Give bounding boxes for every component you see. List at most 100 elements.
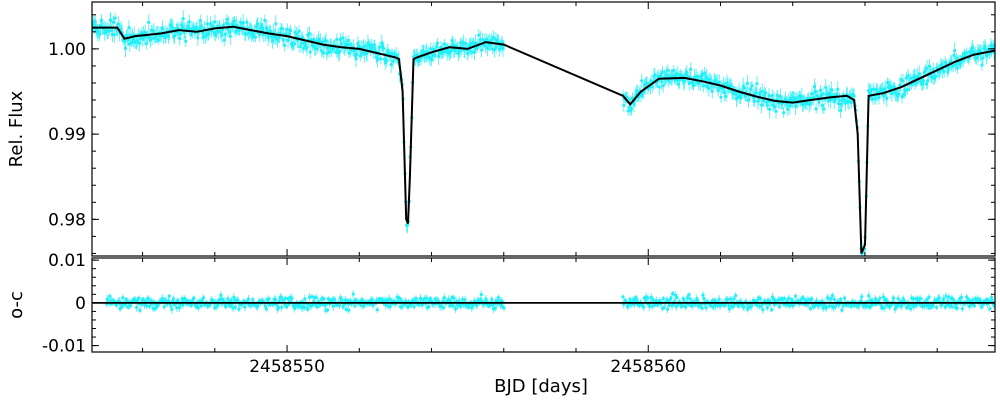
data-point: [642, 305, 646, 309]
data-point: [267, 297, 271, 301]
y-tick-label: 0.99: [48, 125, 86, 145]
data-point: [484, 297, 488, 301]
data-point: [934, 305, 939, 309]
data-point: [837, 98, 841, 102]
data-point: [955, 306, 959, 310]
data-point: [135, 305, 139, 310]
data-point: [146, 297, 151, 301]
data-point: [285, 27, 289, 31]
flux-panel: 0.98 0.99 1.00: [48, 1, 996, 257]
data-point: [787, 296, 791, 300]
data-point: [836, 87, 840, 91]
data-point: [776, 298, 781, 302]
data-point: [674, 305, 678, 309]
data-point: [685, 296, 689, 300]
data-point: [297, 29, 301, 33]
data-point: [449, 48, 453, 53]
data-point: [263, 18, 267, 22]
data-point: [171, 297, 176, 301]
y-tick-label: -0.01: [42, 337, 86, 357]
data-point: [144, 42, 148, 46]
data-point: [810, 297, 814, 301]
data-point: [477, 33, 481, 37]
data-point: [442, 295, 446, 300]
data-point: [228, 304, 232, 308]
data-point: [292, 42, 296, 46]
axis-labels: Rel. Flux o-c BJD [days]: [6, 90, 588, 397]
data-point: [767, 93, 771, 98]
data-point: [288, 29, 293, 33]
data-point: [622, 103, 626, 107]
data-point: [813, 90, 818, 94]
data-point: [123, 46, 128, 50]
data-point: [814, 107, 818, 111]
data-point: [344, 307, 348, 311]
data-point: [657, 85, 661, 89]
data-point: [307, 31, 312, 36]
data-point: [917, 72, 921, 76]
data-point: [689, 67, 693, 71]
data-point: [700, 306, 704, 310]
data-point: [141, 298, 146, 302]
data-point: [953, 63, 958, 67]
data-point: [852, 94, 856, 98]
data-point: [197, 26, 202, 31]
y-tick-label: 0: [75, 294, 86, 314]
data-point: [704, 306, 708, 310]
data-point: [310, 294, 314, 299]
data-point: [492, 48, 496, 52]
data-point: [667, 303, 671, 307]
data-point: [276, 305, 281, 310]
data-point: [869, 303, 873, 307]
data-point: [676, 72, 680, 76]
data-point: [213, 20, 217, 24]
data-point: [280, 27, 284, 31]
data-point: [821, 92, 825, 96]
data-point: [385, 58, 389, 63]
data-point: [926, 303, 930, 307]
data-point: [435, 41, 440, 45]
data-point: [759, 103, 764, 107]
data-point: [665, 298, 669, 302]
data-point: [896, 297, 900, 301]
data-point: [906, 73, 910, 78]
data-point: [389, 63, 393, 67]
data-point: [381, 46, 386, 51]
data-point: [483, 44, 488, 48]
data-point: [347, 51, 351, 55]
data-point: [399, 299, 404, 303]
data-point: [274, 22, 278, 26]
y-tick-label: 0.98: [48, 210, 86, 230]
data-point: [874, 96, 878, 100]
data-point: [341, 36, 345, 40]
data-point: [322, 297, 326, 301]
data-point: [923, 68, 928, 72]
data-point: [967, 304, 971, 309]
data-point: [680, 303, 684, 307]
data-point: [458, 49, 462, 53]
data-point: [143, 30, 147, 35]
data-point: [978, 298, 982, 302]
data-point: [654, 299, 658, 303]
data-point: [320, 40, 325, 44]
data-point: [884, 297, 888, 302]
data-point: [387, 297, 391, 301]
model-line: [92, 25, 995, 254]
data-point: [660, 70, 665, 74]
data-point: [320, 49, 324, 53]
data-point: [775, 93, 780, 98]
data-point: [944, 294, 948, 298]
data-point: [793, 294, 798, 298]
data-point: [734, 294, 738, 298]
y-tick-label: 1.00: [48, 40, 86, 60]
data-point: [911, 297, 916, 301]
data-point: [244, 32, 248, 36]
y-tick-label: 0.01: [48, 251, 86, 271]
data-point: [696, 298, 700, 303]
data-point: [290, 296, 294, 300]
panel-frame-1: [91, 257, 996, 353]
data-point: [782, 111, 786, 115]
data-point: [687, 293, 691, 297]
data-point: [253, 35, 258, 39]
